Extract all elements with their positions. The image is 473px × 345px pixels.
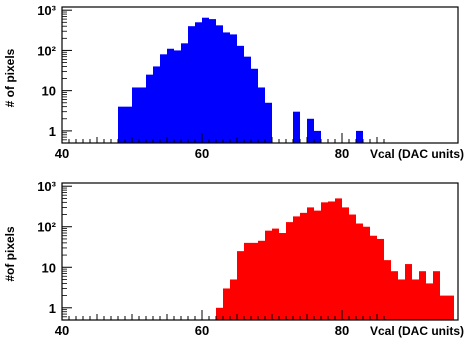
y-axis-title: # of pixels [3, 48, 17, 107]
bar-top-25 [356, 130, 363, 143]
y-tick-label: 10 [42, 84, 56, 99]
bar-top-23 [307, 118, 314, 143]
bar-bottom-25 [391, 271, 398, 320]
bar-bottom-32 [440, 295, 447, 320]
bar-bottom-27 [405, 264, 412, 320]
bar-bottom-17 [335, 198, 342, 320]
bar-bottom-8 [272, 228, 279, 320]
bar-bottom-0 [216, 307, 223, 320]
bar-top-7 [167, 48, 174, 143]
bar-bottom-33 [447, 295, 454, 320]
bar-top-14 [216, 25, 223, 144]
bar-bottom-31 [433, 271, 440, 320]
y-tick-label: 10³ [37, 179, 56, 194]
bar-bottom-24 [384, 260, 391, 320]
x-tick-label: 80 [335, 323, 349, 338]
bar-bottom-15 [321, 202, 328, 320]
bar-top-19 [251, 68, 258, 143]
x-axis-title: Vcal (DAC units) [370, 324, 464, 338]
x-tick-label: 80 [335, 146, 349, 161]
plot-frame-bottom [61, 182, 459, 321]
y-tick-label: 1 [49, 301, 56, 316]
bars-bottom [216, 198, 454, 320]
bar-top-8 [174, 50, 181, 143]
bar-bottom-26 [398, 279, 405, 320]
bar-bottom-1 [223, 288, 230, 320]
y-tick-label: 1 [49, 124, 56, 139]
bar-top-20 [258, 87, 265, 143]
bar-top-10 [188, 26, 195, 143]
x-tick-label: 40 [55, 146, 69, 161]
y-axis-title: #of pixels [3, 226, 17, 282]
x-tick-label: 60 [195, 146, 209, 161]
bar-top-5 [153, 66, 160, 143]
bar-top-4 [146, 74, 153, 143]
x-axis-title: Vcal (DAC units) [370, 147, 464, 161]
plot-frame-top [61, 6, 459, 144]
bar-top-24 [314, 130, 321, 143]
bar-top-11 [195, 22, 202, 143]
bar-bottom-22 [370, 235, 377, 320]
bar-top-13 [209, 19, 216, 143]
bar-bottom-28 [412, 279, 419, 320]
y-tick-label: 10² [37, 43, 56, 58]
bar-bottom-29 [419, 271, 426, 320]
bar-bottom-18 [342, 207, 349, 320]
bar-top-16 [230, 34, 237, 143]
bar-bottom-9 [279, 233, 286, 320]
panel-top: 1 10 10² 10³ 40 60 80 Vcal (DAC units) # of pixe… [3, 3, 464, 161]
bars-top [118, 17, 363, 144]
bar-top-12 [202, 17, 209, 144]
bar-top-0 [118, 106, 125, 143]
x-tick-label: 60 [195, 323, 209, 338]
bar-top-18 [244, 56, 251, 144]
y-tick-label: 10² [37, 220, 56, 235]
bar-bottom-30 [426, 283, 433, 320]
bar-top-6 [160, 54, 167, 143]
bar-bottom-10 [286, 222, 293, 320]
bar-bottom-23 [377, 238, 384, 320]
bar-bottom-5 [251, 242, 258, 320]
y-tick-label: 10³ [37, 3, 56, 18]
bar-top-22 [293, 111, 300, 143]
bar-bottom-19 [349, 214, 356, 320]
bar-bottom-6 [258, 240, 265, 320]
bar-bottom-13 [307, 207, 314, 320]
bar-bottom-20 [356, 223, 363, 320]
bar-bottom-16 [328, 201, 335, 320]
bar-top-1 [125, 106, 132, 143]
y-tick-label: 10 [42, 260, 56, 275]
bar-top-15 [223, 32, 230, 143]
bar-bottom-2 [230, 279, 237, 320]
bar-bottom-7 [265, 230, 272, 320]
bar-top-3 [139, 87, 146, 143]
x-tick-label: 40 [55, 323, 69, 338]
bar-bottom-11 [293, 216, 300, 320]
bar-top-9 [181, 43, 188, 143]
bar-bottom-12 [300, 212, 307, 320]
bar-top-17 [237, 45, 244, 143]
bar-bottom-14 [314, 210, 321, 320]
bar-bottom-21 [363, 226, 370, 320]
bar-top-21 [265, 102, 272, 143]
bar-bottom-3 [237, 251, 244, 320]
panel-bottom: 1 10 10² 10³ 40 60 80 Vcal (DAC units) #of pixel… [3, 179, 464, 338]
bar-bottom-4 [244, 242, 251, 320]
bar-top-2 [132, 87, 139, 143]
